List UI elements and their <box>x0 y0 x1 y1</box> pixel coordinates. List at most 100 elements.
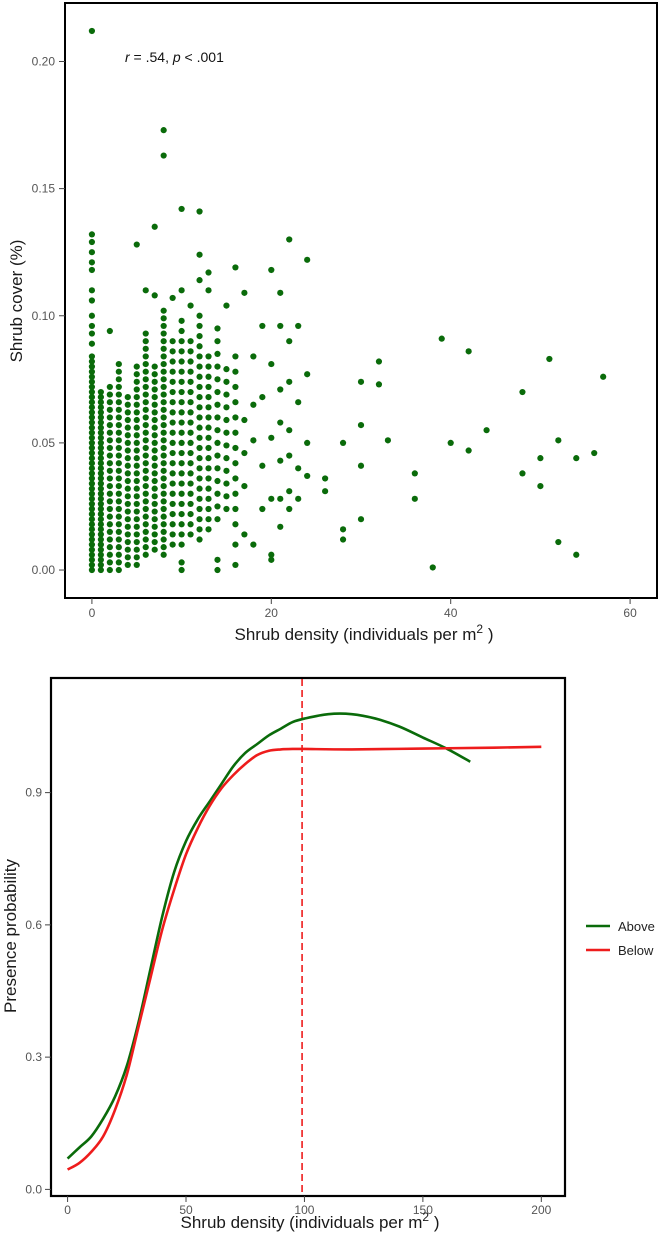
scatter-point-312 <box>178 327 185 335</box>
scatter-point-61 <box>97 475 104 482</box>
scatter-point-476 <box>277 523 284 530</box>
scatter-point-7 <box>88 531 96 538</box>
scatter-point-153 <box>124 401 131 408</box>
scatter-point-38 <box>88 373 96 380</box>
scatter-point-468 <box>268 551 275 558</box>
scatter-point-233 <box>151 386 158 393</box>
scatter-point-446 <box>214 556 221 563</box>
scatter-point-358 <box>205 516 212 523</box>
scatter-point-315 <box>187 521 194 528</box>
scatter-point-32 <box>88 404 96 411</box>
scatter-point-126 <box>115 399 122 406</box>
scatter-point-305 <box>178 399 185 406</box>
scatter-point-184 <box>142 536 149 543</box>
scatter-point-344 <box>196 434 203 441</box>
scatter-point-115 <box>115 483 122 490</box>
scatter-point-39 <box>88 368 96 375</box>
scatter-point-33 <box>88 399 96 406</box>
legend: Above Below <box>586 919 655 958</box>
scatter-point-54 <box>97 510 104 518</box>
scatter-point-461 <box>259 394 266 401</box>
scatter-point-516 <box>546 355 553 363</box>
scatter-point-166 <box>133 477 140 485</box>
scatter-point-485 <box>295 399 302 406</box>
scatter-point-263 <box>160 353 167 360</box>
scatter-point-164 <box>133 493 140 500</box>
scatter-point-191 <box>142 483 149 490</box>
scatter-point-383 <box>214 414 221 421</box>
scatter-point-78 <box>97 388 104 396</box>
scatter-point-440 <box>196 208 203 215</box>
scatter-point-463 <box>259 505 266 513</box>
scatter-point-504 <box>411 470 418 477</box>
scatter-point-222 <box>151 470 158 477</box>
scatter-point-388 <box>214 350 221 357</box>
scatter-point-314 <box>187 531 194 538</box>
scatter-point-124 <box>115 414 122 421</box>
scatter-point-245 <box>160 490 167 497</box>
scatter-point-390 <box>214 325 221 332</box>
scatter-point-213 <box>151 538 158 546</box>
scatter-point-152 <box>124 409 131 416</box>
scatter-point-480 <box>286 427 293 434</box>
scatter-point-489 <box>304 371 311 378</box>
scatter-point-338 <box>196 495 203 502</box>
scatter-point-189 <box>142 498 149 505</box>
scatter-point-160 <box>133 523 140 530</box>
scatter-point-267 <box>160 322 167 330</box>
scatter-point-397 <box>223 429 230 436</box>
scatter-point-464 <box>268 266 275 274</box>
scatter-point-459 <box>250 541 257 548</box>
scatter-point-484 <box>295 322 302 330</box>
scatter-point-394 <box>223 467 230 474</box>
scatter-point-457 <box>250 401 257 408</box>
scatter-point-273 <box>169 510 176 518</box>
scatter-point-179 <box>133 378 140 385</box>
scatter-point-289 <box>169 348 176 355</box>
scatter-point-127 <box>115 391 122 398</box>
scatter-point-171 <box>133 439 140 446</box>
scatter-point-12 <box>88 505 96 513</box>
scatter-point-455 <box>241 531 248 538</box>
scatter-point-511 <box>483 427 490 434</box>
scatter-point-196 <box>142 444 149 452</box>
scatter-point-117 <box>115 467 122 474</box>
scatter-point-274 <box>169 500 176 508</box>
scatter-point-154 <box>124 394 131 401</box>
scatter-point-187 <box>142 513 149 520</box>
scatter-point-382 <box>214 427 221 434</box>
scatter-point-454 <box>241 483 248 490</box>
scatter-point-265 <box>160 338 167 345</box>
scatter-point-422 <box>88 297 96 304</box>
scatter-point-443 <box>205 269 212 276</box>
scatter-point-77 <box>97 394 104 401</box>
scatter-point-42 <box>88 353 96 360</box>
scatter-point-180 <box>133 371 140 378</box>
scatter-point-421 <box>88 287 96 294</box>
scatter-point-401 <box>223 378 230 385</box>
scatter-point-257 <box>160 399 167 406</box>
scatter-point-456 <box>250 353 257 360</box>
scatter-point-105 <box>115 559 122 566</box>
scatter-point-451 <box>241 289 248 296</box>
scatter-point-498 <box>357 421 365 429</box>
scatter-point-424 <box>88 322 96 330</box>
scatter-point-69 <box>97 434 104 441</box>
scatter-point-123 <box>115 421 122 429</box>
scatter-point-224 <box>151 455 158 462</box>
scatter-point-313 <box>178 317 185 324</box>
scatter-point-43 <box>97 566 104 574</box>
scatter-point-363 <box>205 465 212 472</box>
scatter-point-109 <box>115 528 122 535</box>
scatter-point-207 <box>142 360 149 368</box>
scatter-point-452 <box>241 416 248 424</box>
scatter-point-302 <box>178 429 185 436</box>
scatter-point-259 <box>160 383 167 391</box>
scatter-point-402 <box>223 366 230 373</box>
scatter-point-430 <box>151 223 158 230</box>
scatter-point-303 <box>178 419 185 426</box>
scatter-point-359 <box>205 505 212 513</box>
scatter-xlabel-end: ) <box>483 625 493 644</box>
scatter-point-349 <box>196 383 203 391</box>
scatter-point-319 <box>187 480 194 487</box>
